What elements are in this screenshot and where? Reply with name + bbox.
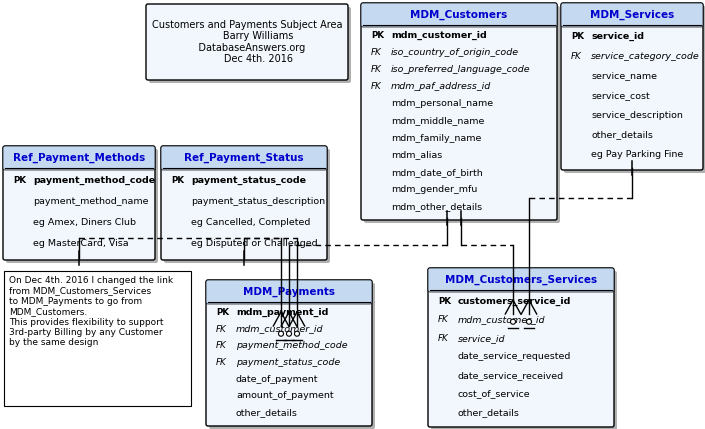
Text: FK: FK (371, 82, 381, 91)
Text: FK: FK (371, 65, 381, 74)
FancyBboxPatch shape (361, 3, 557, 27)
Text: FK: FK (438, 334, 449, 343)
Text: PK: PK (371, 31, 384, 40)
Text: mdm_middle_name: mdm_middle_name (391, 116, 484, 125)
FancyBboxPatch shape (428, 268, 614, 292)
Text: mdm_alias: mdm_alias (391, 151, 442, 160)
Text: payment_status_code: payment_status_code (191, 176, 306, 185)
FancyBboxPatch shape (164, 149, 330, 263)
FancyBboxPatch shape (3, 146, 155, 170)
Text: FK: FK (371, 48, 381, 57)
Text: mdm_customer_id: mdm_customer_id (236, 325, 324, 334)
Text: service_cost: service_cost (591, 91, 650, 100)
Text: mdm_other_details: mdm_other_details (391, 202, 482, 211)
FancyBboxPatch shape (6, 149, 158, 263)
Text: mdm_customer_id: mdm_customer_id (391, 31, 486, 40)
Text: FK: FK (216, 358, 227, 367)
Text: mdm_customer_id: mdm_customer_id (458, 315, 546, 324)
Text: mdm_date_of_birth: mdm_date_of_birth (391, 168, 483, 177)
Text: payment_status_description: payment_status_description (191, 197, 325, 206)
Text: Ref_Payment_Methods: Ref_Payment_Methods (13, 153, 145, 163)
Text: MDM_Customers: MDM_Customers (410, 10, 508, 20)
Circle shape (527, 319, 532, 324)
FancyBboxPatch shape (206, 280, 372, 304)
Text: other_details: other_details (591, 130, 653, 139)
FancyBboxPatch shape (364, 6, 560, 223)
Circle shape (278, 331, 283, 336)
Text: date_service_received: date_service_received (458, 371, 564, 380)
FancyBboxPatch shape (361, 3, 557, 220)
Text: On Dec 4th. 2016 I changed the link
from MDM_Customers_Services
to MDM_Payments : On Dec 4th. 2016 I changed the link from… (9, 276, 173, 347)
FancyBboxPatch shape (149, 7, 351, 83)
Text: Ref_Payment_Status: Ref_Payment_Status (184, 153, 304, 163)
Text: FK: FK (216, 325, 227, 334)
Text: MDM_Customers_Services: MDM_Customers_Services (445, 275, 597, 285)
Text: iso_country_of_origin_code: iso_country_of_origin_code (391, 48, 519, 57)
FancyBboxPatch shape (146, 4, 348, 80)
Text: mdm_paf_address_id: mdm_paf_address_id (391, 82, 491, 91)
Text: FK: FK (438, 315, 449, 324)
Text: mdm_family_name: mdm_family_name (391, 133, 482, 142)
Text: service_description: service_description (591, 111, 683, 120)
Text: cost_of_service: cost_of_service (458, 389, 531, 398)
Text: FK: FK (571, 52, 582, 61)
FancyBboxPatch shape (206, 280, 372, 426)
Text: service_id: service_id (458, 334, 505, 343)
Circle shape (286, 331, 292, 336)
Text: service_id: service_id (591, 32, 644, 41)
Text: eg MasterCard, Visa: eg MasterCard, Visa (33, 239, 128, 248)
FancyBboxPatch shape (564, 6, 705, 173)
Text: MDM_Payments: MDM_Payments (243, 287, 335, 297)
Circle shape (510, 319, 515, 324)
FancyBboxPatch shape (161, 146, 327, 260)
Text: PK: PK (216, 308, 229, 317)
Text: PK: PK (571, 32, 584, 41)
FancyBboxPatch shape (209, 283, 375, 429)
Text: eg Amex, Diners Club: eg Amex, Diners Club (33, 218, 136, 227)
Text: service_category_code: service_category_code (591, 52, 700, 61)
Text: amount_of_payment: amount_of_payment (236, 391, 333, 400)
Text: MDM_Services: MDM_Services (590, 10, 674, 20)
FancyBboxPatch shape (561, 3, 703, 27)
FancyBboxPatch shape (4, 271, 191, 406)
FancyBboxPatch shape (561, 3, 703, 170)
FancyBboxPatch shape (431, 271, 617, 429)
Text: eg Cancelled, Completed: eg Cancelled, Completed (191, 218, 310, 227)
Text: eg Disputed or Challenged: eg Disputed or Challenged (191, 239, 318, 248)
Text: eg Pay Parking Fine: eg Pay Parking Fine (591, 150, 683, 159)
Text: payment_method_name: payment_method_name (33, 197, 149, 206)
Text: mdm_personal_name: mdm_personal_name (391, 100, 493, 109)
Text: other_details: other_details (458, 408, 520, 417)
Text: PK: PK (171, 176, 184, 185)
Text: mdm_gender_mfu: mdm_gender_mfu (391, 185, 477, 194)
Text: date_of_payment: date_of_payment (236, 375, 319, 384)
Text: FK: FK (216, 341, 227, 350)
Text: mdm_payment_id: mdm_payment_id (236, 308, 329, 317)
Text: Customers and Payments Subject Area
       Barry Williams
   DatabaseAnswers.org: Customers and Payments Subject Area Barr… (152, 20, 342, 64)
Text: payment_method_code: payment_method_code (33, 176, 155, 185)
Text: date_service_requested: date_service_requested (458, 352, 571, 361)
Text: service_name: service_name (591, 72, 657, 81)
Text: payment_method_code: payment_method_code (236, 341, 348, 350)
Text: iso_preferred_language_code: iso_preferred_language_code (391, 65, 531, 74)
Circle shape (295, 331, 300, 336)
Text: payment_status_code: payment_status_code (236, 358, 341, 367)
Text: PK: PK (438, 297, 451, 306)
Text: PK: PK (13, 176, 26, 185)
FancyBboxPatch shape (3, 146, 155, 260)
Text: customers_service_id: customers_service_id (458, 297, 571, 306)
FancyBboxPatch shape (161, 146, 327, 170)
FancyBboxPatch shape (428, 268, 614, 427)
Text: other_details: other_details (236, 408, 298, 417)
